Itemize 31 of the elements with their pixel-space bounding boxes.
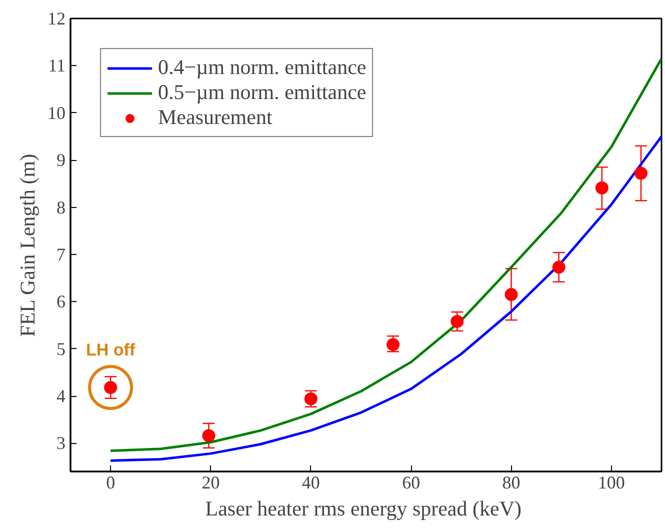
point	[552, 260, 566, 274]
line-series	[109, 135, 662, 462]
annotation: LH off	[86, 340, 136, 360]
y-tick-label: 9	[56, 150, 66, 170]
point	[450, 314, 464, 328]
y-tick-label: 11	[48, 56, 66, 76]
x-tick-label: 0	[106, 472, 116, 492]
x-tick-label: 20	[202, 472, 220, 492]
y-tick-label: 6	[56, 292, 66, 312]
point	[595, 181, 608, 194]
y-tick-label: 10	[48, 102, 66, 123]
x-tick-label: 80	[502, 472, 520, 492]
y-axis-title: FEL Gain Length (m)	[16, 154, 40, 337]
line-series	[109, 57, 662, 452]
x-tick-label: 100	[598, 472, 625, 492]
point	[202, 429, 216, 442]
x-axis-title: Laser heater rms energy spread (keV)	[205, 496, 522, 520]
x-tick-label: 40	[302, 472, 320, 492]
x-tick-label: 60	[402, 472, 420, 492]
y-tick-label: 12	[48, 8, 66, 28]
point	[634, 166, 648, 180]
point	[386, 338, 400, 352]
y-tick-label: 7	[56, 244, 66, 264]
legend-label: 0.4−µm norm. emittance	[158, 55, 366, 80]
y-tick-label: 3	[56, 433, 66, 454]
y-tick-label: 5	[56, 338, 66, 359]
y-tick-label: 4	[56, 386, 66, 406]
legend-label: 0.5−µm norm. emittance	[158, 80, 366, 105]
y-tick-label: 8	[56, 197, 66, 218]
legend-label: Measurement	[158, 105, 272, 130]
point	[504, 288, 518, 302]
